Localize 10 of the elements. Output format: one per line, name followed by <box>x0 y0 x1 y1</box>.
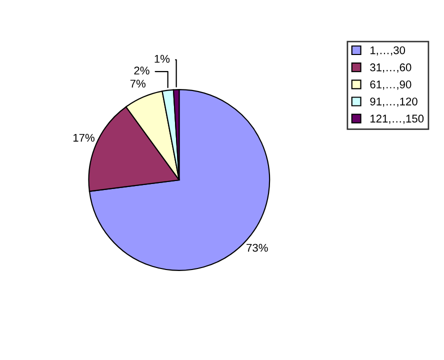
data-label: 1% <box>154 54 170 63</box>
legend-label: 31,…,60 <box>370 63 412 73</box>
data-label: 17% <box>73 134 94 142</box>
data-label: 2% <box>134 66 150 74</box>
legend-label: 61,…,90 <box>370 80 412 90</box>
legend-label: 121,…,150 <box>370 114 424 124</box>
legend-label: 91,…,120 <box>370 98 418 107</box>
data-label: 73% <box>246 244 268 252</box>
legend-label: 1,…,30 <box>370 46 406 56</box>
data-label: 7% <box>130 80 146 88</box>
